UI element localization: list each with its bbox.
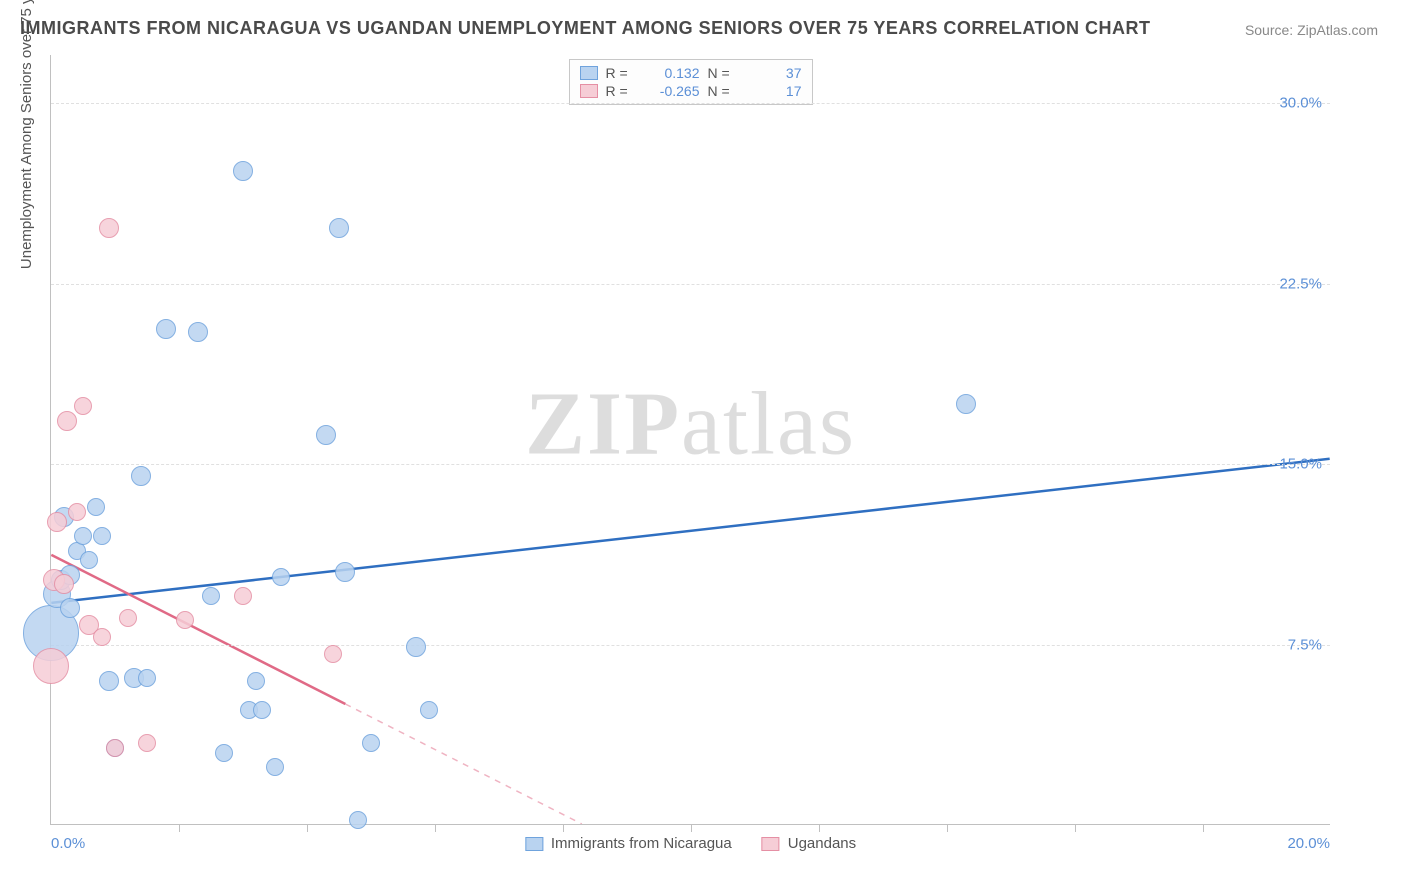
x-tick xyxy=(819,824,820,832)
data-point-ugandans xyxy=(176,611,194,629)
data-point-nicaragua xyxy=(406,637,426,657)
legend-r-value: 0.132 xyxy=(642,65,700,81)
legend-n-label: N = xyxy=(708,65,736,81)
trend-line-nicaragua xyxy=(51,459,1329,603)
legend-r-label: R = xyxy=(606,65,634,81)
data-point-ugandans xyxy=(33,648,69,684)
legend-n-value: 17 xyxy=(744,83,802,99)
data-point-nicaragua xyxy=(74,527,92,545)
data-point-nicaragua xyxy=(87,498,105,516)
data-point-nicaragua xyxy=(349,811,367,829)
y-tick-label: 7.5% xyxy=(1288,636,1322,653)
gridline-h xyxy=(51,284,1330,285)
y-tick-label: 30.0% xyxy=(1279,95,1322,112)
data-point-nicaragua xyxy=(247,672,265,690)
data-point-nicaragua xyxy=(956,394,976,414)
x-tick xyxy=(179,824,180,832)
legend-r-value: -0.265 xyxy=(642,83,700,99)
gridline-h xyxy=(51,464,1330,465)
gridline-h xyxy=(51,103,1330,104)
chart-title: IMMIGRANTS FROM NICARAGUA VS UGANDAN UNE… xyxy=(20,18,1151,39)
data-point-nicaragua xyxy=(93,527,111,545)
data-point-nicaragua xyxy=(420,701,438,719)
data-point-nicaragua xyxy=(329,218,349,238)
legend-series: Immigrants from Nicaragua Ugandans xyxy=(525,835,856,852)
legend-swatch-icon xyxy=(580,66,598,80)
data-point-ugandans xyxy=(106,739,124,757)
data-point-nicaragua xyxy=(202,587,220,605)
data-point-ugandans xyxy=(234,587,252,605)
legend-series-item-ugandans: Ugandans xyxy=(762,835,856,852)
data-point-nicaragua xyxy=(156,319,176,339)
data-point-nicaragua xyxy=(215,744,233,762)
data-point-ugandans xyxy=(74,397,92,415)
data-point-ugandans xyxy=(324,645,342,663)
data-point-ugandans xyxy=(68,503,86,521)
y-tick-label: 22.5% xyxy=(1279,275,1322,292)
legend-correlation: R = 0.132 N = 37 R = -0.265 N = 17 xyxy=(569,59,813,105)
data-point-ugandans xyxy=(47,512,67,532)
data-point-nicaragua xyxy=(99,671,119,691)
data-point-nicaragua xyxy=(233,161,253,181)
x-tick xyxy=(691,824,692,832)
x-tick xyxy=(435,824,436,832)
x-tick xyxy=(307,824,308,832)
data-point-nicaragua xyxy=(60,598,80,618)
data-point-nicaragua xyxy=(253,701,271,719)
legend-series-label: Immigrants from Nicaragua xyxy=(551,835,732,852)
legend-swatch-icon xyxy=(580,84,598,98)
data-point-ugandans xyxy=(54,574,74,594)
data-point-ugandans xyxy=(93,628,111,646)
source-label: Source: ZipAtlas.com xyxy=(1245,22,1378,38)
x-tick xyxy=(1203,824,1204,832)
data-point-nicaragua xyxy=(272,568,290,586)
data-point-nicaragua xyxy=(362,734,380,752)
y-tick-label: 15.0% xyxy=(1279,456,1322,473)
plot-area: ZIPatlas R =0.132N =37R =-0.265N =17 0.0… xyxy=(50,55,1330,825)
data-point-nicaragua xyxy=(316,425,336,445)
legend-stat-row-nicaragua: R = 0.132 N = 37 xyxy=(580,64,802,82)
x-tick xyxy=(563,824,564,832)
x-axis-max-label: 20.0% xyxy=(1287,835,1330,852)
legend-stat-row-ugandans: R = -0.265 N = 17 xyxy=(580,82,802,100)
data-point-ugandans xyxy=(57,411,77,431)
data-point-ugandans xyxy=(119,609,137,627)
data-point-ugandans xyxy=(138,734,156,752)
data-point-nicaragua xyxy=(188,322,208,342)
legend-r-label: R = xyxy=(606,83,634,99)
data-point-nicaragua xyxy=(138,669,156,687)
data-point-ugandans xyxy=(99,218,119,238)
x-tick xyxy=(1075,824,1076,832)
legend-swatch-icon xyxy=(762,837,780,851)
x-tick xyxy=(947,824,948,832)
data-point-nicaragua xyxy=(131,466,151,486)
legend-n-label: N = xyxy=(708,83,736,99)
legend-series-item-nicaragua: Immigrants from Nicaragua xyxy=(525,835,732,852)
watermark-logo: ZIPatlas xyxy=(525,373,856,476)
legend-series-label: Ugandans xyxy=(788,835,856,852)
trend-line-dashed-ugandans xyxy=(345,704,581,824)
legend-n-value: 37 xyxy=(744,65,802,81)
gridline-h xyxy=(51,645,1330,646)
data-point-nicaragua xyxy=(80,551,98,569)
data-point-nicaragua xyxy=(266,758,284,776)
x-axis-min-label: 0.0% xyxy=(51,835,85,852)
data-point-nicaragua xyxy=(335,562,355,582)
legend-swatch-icon xyxy=(525,837,543,851)
y-axis-title: Unemployment Among Seniors over 75 years xyxy=(18,0,35,269)
